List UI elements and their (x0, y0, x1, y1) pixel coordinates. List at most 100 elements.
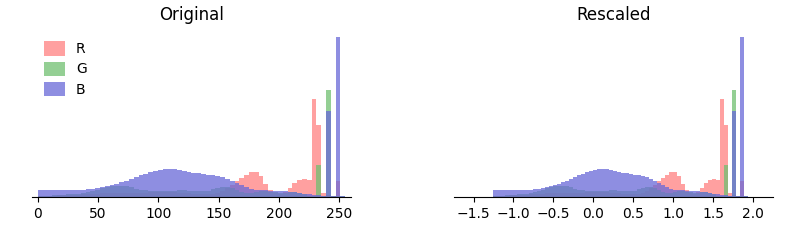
Bar (220, 187, 225, 197)
Bar (110, 193, 114, 197)
Bar (649, 188, 653, 197)
Bar (80, 193, 86, 197)
Bar (549, 187, 553, 197)
Bar (656, 183, 660, 197)
Bar (215, 193, 220, 197)
Bar (47, 190, 52, 197)
Bar (529, 190, 533, 197)
Bar (664, 193, 668, 197)
Bar (541, 193, 545, 197)
Bar (57, 190, 62, 197)
Bar (316, 165, 321, 197)
Bar (625, 194, 629, 197)
Bar (307, 180, 312, 197)
Bar (114, 184, 119, 197)
Bar (181, 171, 186, 197)
Bar (653, 181, 656, 197)
Bar (589, 191, 593, 197)
Bar (625, 191, 629, 197)
Bar (573, 189, 577, 197)
Bar (100, 187, 105, 197)
Bar (605, 169, 609, 197)
Bar (297, 193, 302, 197)
Bar (689, 192, 693, 197)
Bar (52, 190, 57, 197)
Bar (268, 192, 273, 197)
Bar (148, 192, 153, 197)
Bar (282, 192, 287, 197)
Bar (76, 190, 80, 197)
Bar (502, 196, 506, 197)
Bar (326, 195, 331, 197)
Bar (201, 191, 206, 197)
Legend: R, G, B: R, G, B (39, 36, 92, 102)
Bar (617, 191, 621, 197)
Bar (522, 190, 525, 197)
Bar (732, 195, 736, 197)
Bar (91, 189, 95, 197)
Bar (181, 193, 186, 197)
Bar (158, 192, 163, 197)
Bar (712, 194, 716, 197)
Bar (282, 192, 287, 197)
Bar (254, 190, 259, 197)
Bar (249, 193, 254, 197)
Bar (196, 194, 201, 197)
Bar (617, 172, 621, 197)
Bar (273, 191, 278, 197)
Bar (215, 176, 220, 197)
Bar (245, 193, 249, 197)
Bar (86, 189, 91, 197)
Bar (192, 191, 196, 197)
Bar (119, 182, 124, 197)
Bar (561, 193, 565, 197)
Bar (133, 189, 139, 197)
Bar (307, 194, 312, 197)
Bar (537, 191, 541, 197)
Bar (557, 193, 561, 197)
Bar (52, 195, 57, 197)
Bar (144, 190, 148, 197)
Bar (201, 174, 206, 197)
Bar (498, 190, 502, 197)
Bar (549, 193, 553, 197)
Bar (656, 181, 660, 197)
Bar (273, 192, 278, 197)
Bar (264, 191, 268, 197)
Bar (71, 190, 76, 197)
Bar (66, 195, 71, 197)
Bar (335, 181, 340, 197)
Bar (234, 181, 240, 197)
Bar (177, 170, 181, 197)
Bar (641, 193, 645, 197)
Bar (293, 192, 297, 197)
Bar (545, 193, 549, 197)
Bar (206, 194, 211, 197)
Bar (633, 194, 637, 197)
Bar (744, 196, 748, 197)
Bar (196, 174, 201, 197)
Bar (672, 192, 677, 197)
Bar (701, 192, 705, 197)
Bar (685, 190, 689, 197)
Bar (553, 186, 557, 197)
Bar (124, 186, 129, 197)
Bar (577, 175, 581, 197)
Bar (62, 190, 66, 197)
Bar (268, 191, 273, 197)
Bar (736, 196, 740, 197)
Bar (601, 169, 605, 197)
Bar (211, 175, 215, 197)
Bar (158, 191, 163, 197)
Bar (605, 192, 609, 197)
Bar (525, 195, 529, 197)
Bar (312, 196, 316, 197)
Bar (633, 191, 637, 197)
Bar (641, 176, 645, 197)
Bar (677, 176, 681, 197)
Bar (601, 191, 605, 197)
Bar (541, 190, 545, 197)
Bar (225, 188, 230, 197)
Bar (119, 186, 124, 197)
Bar (100, 193, 105, 197)
